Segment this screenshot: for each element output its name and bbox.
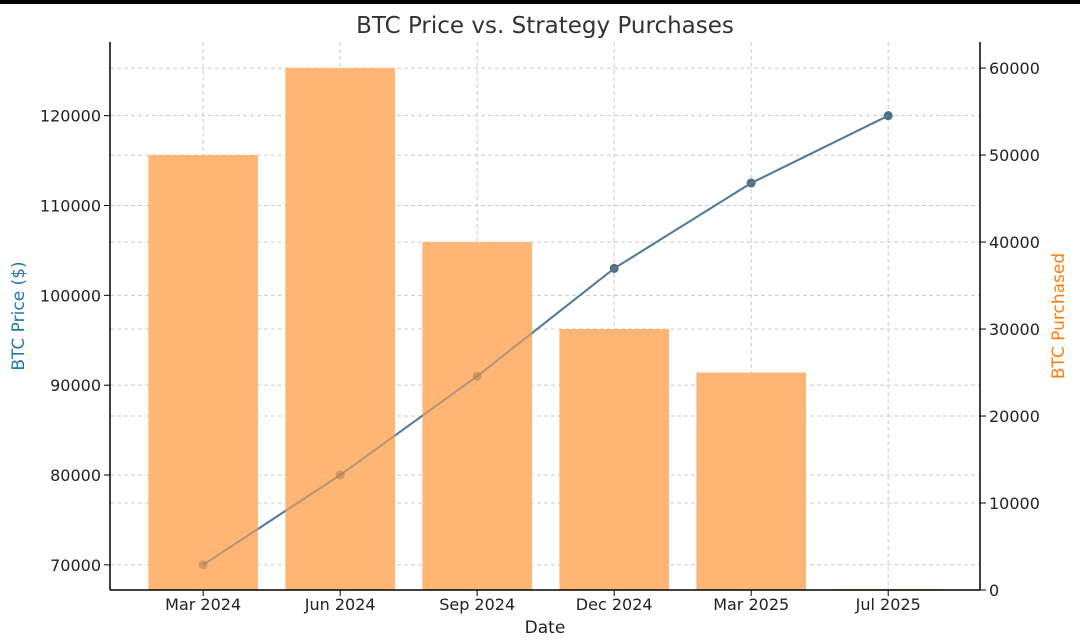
- x-tick-label: Mar 2025: [713, 595, 789, 614]
- x-tick-label: Jun 2024: [304, 595, 376, 614]
- btc-purchased-bar: [696, 372, 806, 590]
- left-tick-label: 110000: [40, 197, 101, 216]
- right-tick-label: 10000: [989, 494, 1040, 513]
- axes: Mar 2024 Jun 2024 Sep 2024 Dec 2024 Mar 2025…: [40, 42, 1040, 614]
- left-tick-label: 100000: [40, 286, 101, 305]
- left-tick-label: 70000: [50, 556, 101, 575]
- right-tick-label: 0: [989, 581, 999, 600]
- btc-purchased-bar: [285, 68, 395, 591]
- btc-price-point-overlay: [609, 263, 619, 273]
- btc-price-point-overlay: [335, 470, 345, 480]
- window-top-border: [0, 0, 1080, 4]
- right-tick-label: 40000: [989, 233, 1040, 252]
- x-tick-label: Dec 2024: [576, 595, 653, 614]
- right-axis-label: BTC Purchased: [1049, 253, 1069, 379]
- btc-price-point-overlay: [198, 560, 208, 570]
- x-tick-label: Mar 2024: [165, 595, 241, 614]
- x-tick-label: Jul 2025: [855, 595, 921, 614]
- btc-price-point-overlay: [746, 178, 756, 188]
- btc-purchased-bar: [148, 155, 258, 591]
- btc-purchased-bar: [422, 242, 532, 591]
- right-tick-label: 30000: [989, 320, 1040, 339]
- x-tick-label: Sep 2024: [439, 595, 515, 614]
- left-axis-label: BTC Price ($): [9, 261, 29, 370]
- btc-price-line-overlay: [202, 114, 889, 566]
- btc-price-point-overlay: [883, 111, 893, 121]
- left-tick-label: 80000: [50, 466, 101, 485]
- right-tick-label: 50000: [989, 146, 1040, 165]
- x-axis-label: Date: [525, 618, 566, 638]
- left-tick-label: 120000: [40, 107, 101, 126]
- right-tick-label: 60000: [989, 59, 1040, 78]
- btc-price-point-overlay: [472, 371, 482, 381]
- left-tick-label: 90000: [50, 376, 101, 395]
- chart-title: BTC Price vs. Strategy Purchases: [356, 13, 734, 39]
- right-tick-label: 20000: [989, 407, 1040, 426]
- bar-series: [148, 68, 944, 591]
- btc-purchased-bar: [559, 329, 669, 590]
